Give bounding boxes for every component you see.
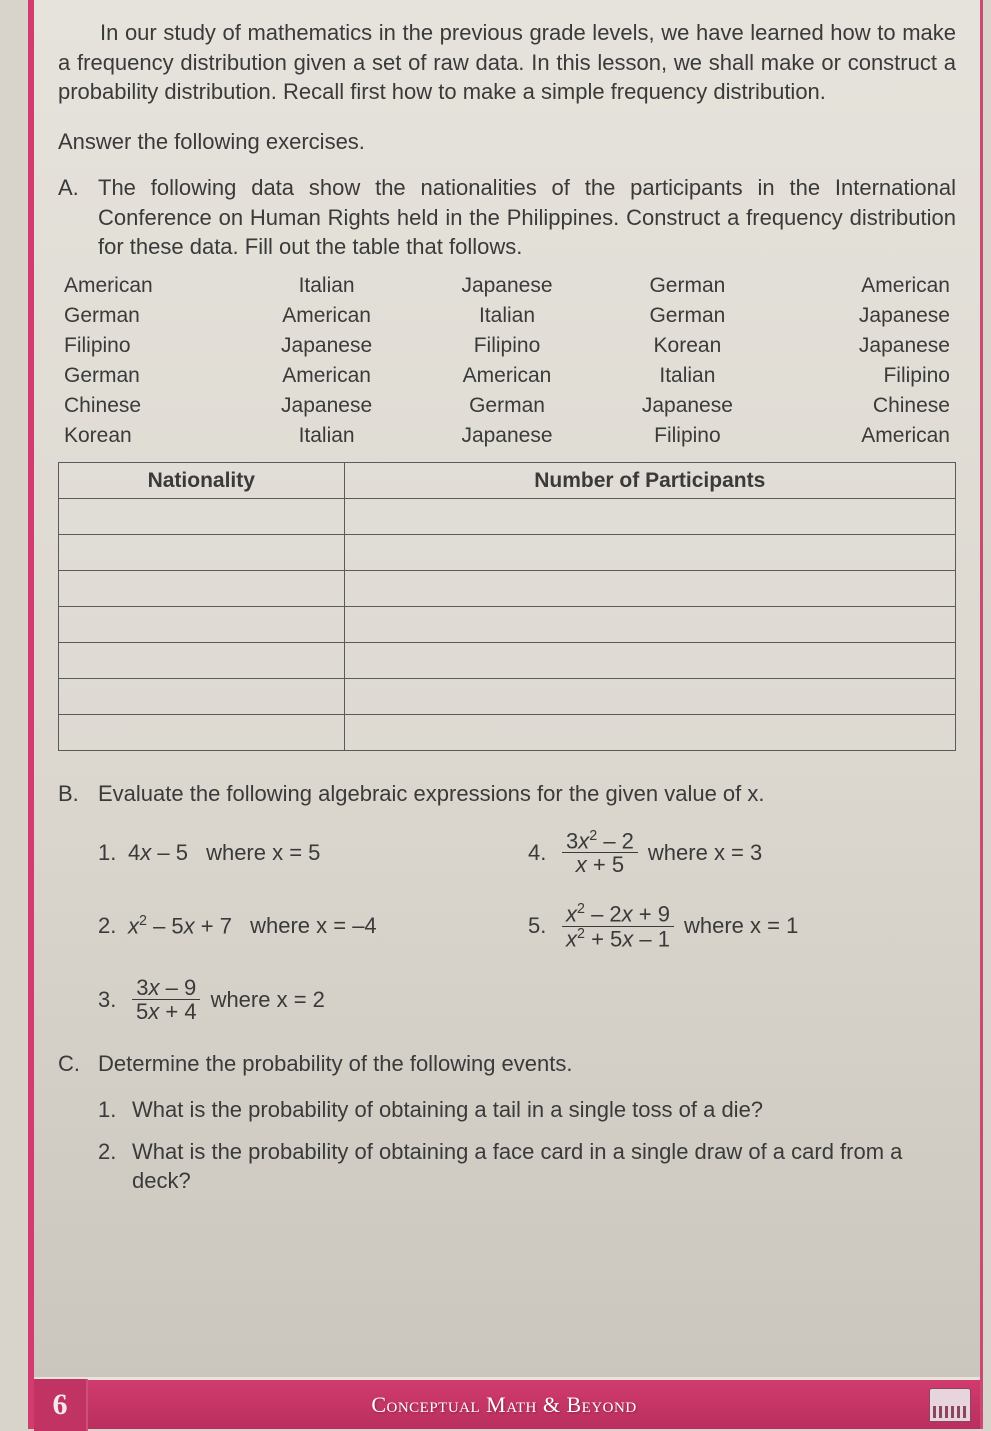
data-cell: Japanese xyxy=(423,274,591,298)
data-cell: Italian xyxy=(423,304,591,328)
section-a: A. The following data show the nationali… xyxy=(58,173,956,751)
data-cell: Japanese xyxy=(242,334,410,358)
data-cell: Korean xyxy=(62,424,230,448)
data-cell: American xyxy=(784,274,952,298)
table-row xyxy=(59,715,956,751)
data-cell: German xyxy=(423,394,591,418)
question-2-text: What is the probability of obtaining a f… xyxy=(132,1137,956,1196)
table-row xyxy=(59,679,956,715)
data-cell: German xyxy=(62,364,230,388)
page-number: 6 xyxy=(34,1379,88,1431)
eval-item-2: 2. x2 – 5x + 7 where x = –4 xyxy=(98,913,528,939)
eval-expr-1: 4x – 5 xyxy=(128,840,188,866)
question-1-num: 1. xyxy=(98,1095,132,1125)
freq-cell xyxy=(344,607,955,643)
eval-where-4: where x = 3 xyxy=(648,840,762,866)
freq-cell xyxy=(344,535,955,571)
eval-item-1: 1. 4x – 5 where x = 5 xyxy=(98,840,528,866)
question-2-num: 2. xyxy=(98,1137,132,1196)
data-cell: Filipino xyxy=(423,334,591,358)
eval-where-5: where x = 1 xyxy=(684,913,798,939)
data-cell: Italian xyxy=(242,424,410,448)
eval-where-3: where x = 2 xyxy=(211,987,325,1013)
freq-cell xyxy=(59,679,345,715)
freq-cell xyxy=(344,571,955,607)
eval-expr-2: x2 – 5x + 7 xyxy=(128,913,232,939)
freq-cell xyxy=(59,643,345,679)
data-cell: Chinese xyxy=(62,394,230,418)
data-cell: Chinese xyxy=(784,394,952,418)
table-row xyxy=(59,571,956,607)
data-cell: Italian xyxy=(603,364,771,388)
data-cell: American xyxy=(242,304,410,328)
eval-frac-4: 3x2 – 2x + 5 xyxy=(562,829,638,877)
freq-cell xyxy=(59,607,345,643)
section-b-letter: B. xyxy=(58,779,98,809)
data-cell: Japanese xyxy=(784,304,952,328)
footer: 6 Conceptual Math & Beyond xyxy=(34,1377,980,1429)
freq-table-header-count: Number of Participants xyxy=(344,463,955,499)
eval-frac-3: 3x – 95x + 4 xyxy=(132,976,201,1023)
intro-paragraph: In our study of mathematics in the previ… xyxy=(58,18,956,107)
eval-grid: 1. 4x – 5 where x = 5 4. 3x2 – 2x + 5 wh… xyxy=(98,829,956,1024)
eval-num-3: 3. xyxy=(98,987,128,1013)
section-c: C. Determine the probability of the foll… xyxy=(58,1049,956,1196)
answer-heading: Answer the following exercises. xyxy=(58,129,956,155)
data-cell: American xyxy=(423,364,591,388)
section-c-questions: 1. What is the probability of obtaining … xyxy=(98,1095,956,1196)
eval-item-3: 3. 3x – 95x + 4 where x = 2 xyxy=(98,976,528,1023)
eval-frac-5: x2 – 2x + 9x2 + 5x – 1 xyxy=(562,902,674,950)
freq-cell xyxy=(344,679,955,715)
eval-num-5: 5. xyxy=(528,913,558,939)
footer-title: Conceptual Math & Beyond xyxy=(88,1392,920,1418)
data-cell: Japanese xyxy=(423,424,591,448)
eval-num-4: 4. xyxy=(528,840,558,866)
table-row xyxy=(59,535,956,571)
data-cell: Filipino xyxy=(784,364,952,388)
freq-cell xyxy=(344,643,955,679)
freq-table-header-nationality: Nationality xyxy=(59,463,345,499)
eval-item-4: 4. 3x2 – 2x + 5 where x = 3 xyxy=(528,829,762,877)
section-c-letter: C. xyxy=(58,1049,98,1079)
section-a-letter: A. xyxy=(58,173,98,262)
eval-num-1: 1. xyxy=(98,840,128,866)
data-cell: Japanese xyxy=(242,394,410,418)
data-cell: Filipino xyxy=(62,334,230,358)
data-cell: American xyxy=(784,424,952,448)
data-cell: Japanese xyxy=(784,334,952,358)
eval-num-2: 2. xyxy=(98,913,128,939)
section-b: B. Evaluate the following algebraic expr… xyxy=(58,779,956,1023)
freq-cell xyxy=(59,715,345,751)
freq-cell xyxy=(59,571,345,607)
data-cell: Japanese xyxy=(603,394,771,418)
data-cell: German xyxy=(603,274,771,298)
table-row xyxy=(59,607,956,643)
data-cell: Filipino xyxy=(603,424,771,448)
data-cell: Korean xyxy=(603,334,771,358)
frequency-table: Nationality Number of Participants xyxy=(58,462,956,751)
data-cell: Italian xyxy=(242,274,410,298)
eval-where-2: where x = –4 xyxy=(250,913,377,939)
calculator-icon xyxy=(920,1388,980,1422)
freq-cell xyxy=(59,535,345,571)
eval-item-5: 5. x2 – 2x + 9x2 + 5x – 1 where x = 1 xyxy=(528,902,798,950)
data-cell: American xyxy=(242,364,410,388)
table-row xyxy=(59,499,956,535)
nationality-data-grid: American Italian Japanese German American Ger… xyxy=(62,274,952,448)
freq-cell xyxy=(344,499,955,535)
page: In our study of mathematics in the previ… xyxy=(28,0,983,1429)
question-1-text: What is the probability of obtaining a t… xyxy=(132,1095,763,1125)
data-cell: German xyxy=(62,304,230,328)
freq-cell xyxy=(344,715,955,751)
table-row xyxy=(59,643,956,679)
question-1: 1. What is the probability of obtaining … xyxy=(98,1095,956,1125)
freq-cell xyxy=(59,499,345,535)
question-2: 2. What is the probability of obtaining … xyxy=(98,1137,956,1196)
section-c-text: Determine the probability of the followi… xyxy=(98,1049,572,1079)
eval-where-1: where x = 5 xyxy=(206,840,320,866)
data-cell: American xyxy=(62,274,230,298)
section-a-text: The following data show the nationalitie… xyxy=(98,173,956,262)
section-b-text: Evaluate the following algebraic express… xyxy=(98,779,765,809)
data-cell: German xyxy=(603,304,771,328)
